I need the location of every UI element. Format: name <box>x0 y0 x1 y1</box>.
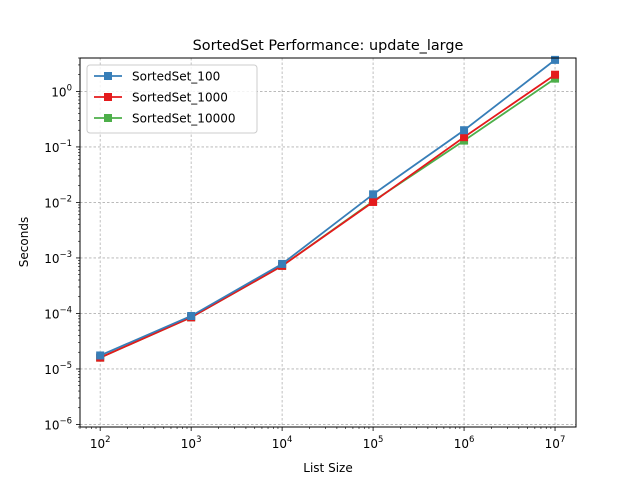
x-tick-label: 105 <box>363 435 384 451</box>
y-axis: 10−6 10−5 10−4 10−3 10−2 10−1 100 <box>44 57 80 432</box>
series-line <box>99 73 556 359</box>
x-axis-title: List Size <box>303 461 352 475</box>
legend-swatch-marker <box>104 72 112 80</box>
series-line <box>99 59 556 357</box>
legend-item-sortedset-100: SortedSet_100 <box>94 70 220 84</box>
data-point <box>278 259 287 268</box>
plot-frame <box>79 57 577 428</box>
legend-label: SortedSet_100 <box>132 70 220 84</box>
data-point <box>551 55 560 64</box>
y-axis-title: Seconds <box>17 217 31 267</box>
y-tick-label: 10−2 <box>44 194 72 210</box>
y-tick-label: 10−6 <box>44 416 72 432</box>
y-tick-label: 10−5 <box>44 361 72 377</box>
legend-swatch-marker <box>104 114 112 122</box>
data-point <box>96 351 105 360</box>
chart-title: SortedSet Performance: update_large <box>193 38 464 54</box>
legend: SortedSet_100 SortedSet_1000 SortedSet_100… <box>86 64 258 134</box>
data-point <box>460 133 469 142</box>
x-axis: 102 103 104 105 106 107 <box>79 427 566 451</box>
legend-label: SortedSet_10000 <box>132 112 235 126</box>
series-layer <box>96 55 560 362</box>
legend-box <box>86 64 258 134</box>
data-point <box>551 70 560 79</box>
data-point <box>369 197 378 206</box>
y-tick-label: 100 <box>51 83 72 99</box>
legend-item-sortedset-1000: SortedSet_1000 <box>94 91 228 105</box>
y-tick-label: 10−4 <box>44 305 72 321</box>
y-tick-label: 10−3 <box>44 250 72 266</box>
data-point <box>460 126 469 135</box>
x-tick-label: 107 <box>545 435 566 451</box>
series-sortedset-100 <box>96 55 560 360</box>
x-tick-label: 104 <box>272 435 293 451</box>
x-tick-label: 103 <box>181 435 202 451</box>
x-tick-label: 102 <box>90 435 111 451</box>
legend-item-sortedset-10000: SortedSet_10000 <box>94 112 235 126</box>
data-point <box>187 311 196 320</box>
y-tick-label: 10−1 <box>44 139 72 155</box>
data-point <box>369 190 378 199</box>
legend-label: SortedSet_1000 <box>132 91 228 105</box>
legend-swatch-marker <box>104 93 112 101</box>
x-tick-label: 106 <box>454 435 475 451</box>
